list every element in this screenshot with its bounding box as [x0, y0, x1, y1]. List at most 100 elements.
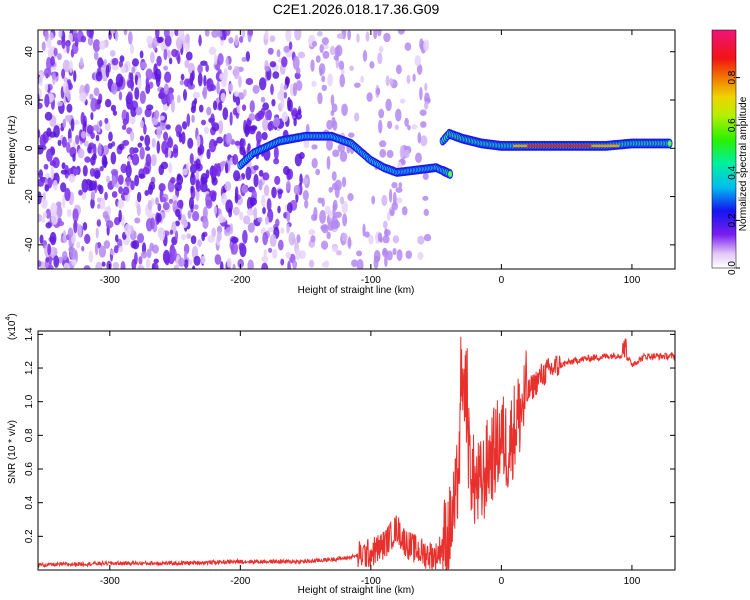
- spectrogram-noise-blob: [321, 84, 328, 92]
- spectrogram-noise-blob: [272, 71, 280, 79]
- spectrogram-noise-blob: [308, 259, 315, 268]
- spectrogram-noise-blob: [45, 172, 50, 179]
- spectrogram-noise-blob: [46, 38, 52, 49]
- spectrogram-noise-blob: [86, 124, 94, 135]
- spectrogram-noise-blob: [156, 125, 162, 139]
- spectrogram-noise-blob: [138, 173, 146, 179]
- spectrogram-noise-blob: [73, 70, 77, 83]
- spectrogram-noise-blob: [267, 122, 273, 131]
- spectrogram-noise-blob: [381, 194, 388, 207]
- spectrogram-noise-blob: [111, 175, 117, 187]
- spectrogram-noise-blob: [65, 141, 71, 153]
- spectrogram-noise-blob: [167, 49, 171, 59]
- spectrogram-noise-blob: [143, 123, 147, 135]
- spectrogram-noise-blob: [120, 260, 126, 269]
- spectrogram-noise-blob: [255, 130, 262, 144]
- spectrogram-noise-blob: [103, 240, 111, 249]
- spectrogram-noise-blob: [189, 173, 196, 186]
- spectrogram-noise-blob: [371, 195, 376, 205]
- spectrogram-noise-blob: [404, 42, 412, 51]
- spectrogram-noise-blob: [338, 60, 345, 70]
- spectrogram-noise-blob: [269, 35, 276, 43]
- spectrogram-noise-blob: [218, 101, 223, 111]
- spectrogram-noise-blob: [176, 54, 181, 65]
- spectrogram-noise-blob: [341, 103, 348, 116]
- snr-scale-label: (x104): [5, 313, 18, 340]
- spectrogram-noise-blob: [181, 131, 186, 145]
- spectrogram-noise-blob: [53, 255, 60, 268]
- spectrogram-noise-blob: [121, 109, 128, 122]
- spectrogram-noise-blob: [325, 138, 333, 151]
- spectrogram-y-tick-label: -20: [24, 189, 35, 204]
- spectrogram-noise-blob: [414, 55, 422, 67]
- spectrogram-noise-blob: [61, 250, 68, 261]
- spectrogram-noise-blob: [93, 87, 100, 97]
- spectrogram-noise-blob: [220, 78, 227, 88]
- spectrogram-noise-blob: [139, 61, 148, 70]
- spectrogram-noise-blob: [129, 114, 136, 125]
- spectrogram-noise-blob: [233, 90, 239, 97]
- spectrogram-noise-blob: [98, 184, 104, 195]
- spectrogram-noise-blob: [356, 33, 360, 43]
- spectrogram-noise-blob: [294, 72, 301, 80]
- spectrogram-noise-blob: [164, 147, 169, 158]
- spectrogram-noise-blob: [228, 83, 234, 93]
- spectrogram-noise-blob: [228, 37, 234, 44]
- spectrogram-noise-blob: [287, 260, 291, 269]
- spectrogram-noise-blob: [379, 148, 387, 158]
- spectrogram-noise-blob: [202, 217, 209, 229]
- spectrogram-noise-blob: [68, 32, 73, 44]
- spectrogram-noise-blob: [185, 51, 193, 61]
- spectrogram-noise-blob: [41, 216, 46, 224]
- spectrogram-noise-blob: [286, 202, 293, 214]
- spectrogram-noise-blob: [78, 189, 83, 196]
- spectrogram-noise-blob: [189, 153, 194, 165]
- colorbar: 0.0 0.2 0.4 0.6 0.8 Normalized spectral ampl…: [711, 29, 749, 275]
- spectrogram-noise-blob: [165, 124, 171, 130]
- spectrogram-noise-blob: [115, 234, 119, 243]
- spectrogram-noise-blob: [99, 119, 103, 127]
- spectrogram-noise-blob: [249, 100, 255, 113]
- spectrogram-noise-blob: [294, 30, 302, 41]
- spectrogram-noise-blob: [261, 255, 269, 263]
- spectrogram-noise-blob: [335, 44, 343, 57]
- spectrogram-noise-blob: [423, 233, 432, 242]
- spectrogram-noise-blob: [169, 229, 174, 235]
- spectrogram-noise-blob: [191, 210, 200, 222]
- spectrogram-noise-blob: [120, 65, 127, 74]
- spectrogram-noise-blob: [297, 109, 302, 116]
- spectrogram-noise-blob: [49, 231, 57, 246]
- spectrogram-noise-blob: [73, 219, 78, 234]
- spectrogram-noise-blob: [378, 45, 384, 54]
- spectrogram-noise-blob: [118, 60, 124, 68]
- spectrogram-noise-blob: [170, 247, 177, 261]
- spectrogram-noise-blob: [341, 232, 348, 242]
- spectrogram-noise-blob: [203, 75, 207, 87]
- spectrogram-noise-blob: [88, 250, 94, 263]
- spectrogram-noise-blob: [277, 205, 281, 214]
- spectrogram-noise-blob: [378, 108, 385, 119]
- colorbar-tick-label: 0.6: [727, 118, 738, 132]
- snr-y-tick-label: 0.4: [24, 495, 35, 509]
- spectrogram-noise-blob: [68, 245, 75, 253]
- spectrogram-noise-blob: [334, 211, 342, 218]
- spectrogram-noise-blob: [57, 217, 62, 224]
- spectrogram-noise-blob: [178, 257, 185, 268]
- spectrogram-noise-blob: [272, 117, 280, 128]
- spectrogram-noise-blob: [182, 89, 188, 101]
- spectrogram-noise-blob: [384, 228, 388, 238]
- spectrogram-noise-blob: [302, 177, 309, 185]
- spectrogram-noise-blob: [389, 77, 394, 87]
- spectrogram-noise-blob: [332, 199, 338, 212]
- spectrogram-noise-blob: [336, 250, 342, 256]
- spectrogram-noise-blob: [125, 164, 132, 178]
- spectrogram-noise-blob: [111, 82, 118, 95]
- spectrogram-noise-blob: [268, 247, 273, 253]
- spectrogram-noise-blob: [38, 102, 43, 109]
- spectrogram-noise-blob: [311, 213, 318, 222]
- colorbar-tick-label: 0.0: [727, 261, 738, 275]
- spectrogram-noise-blob: [339, 74, 346, 88]
- spectrogram-noise-blob: [204, 30, 210, 37]
- spectrogram-noise-blob: [404, 117, 409, 127]
- spectrogram-noise-blob: [129, 43, 135, 54]
